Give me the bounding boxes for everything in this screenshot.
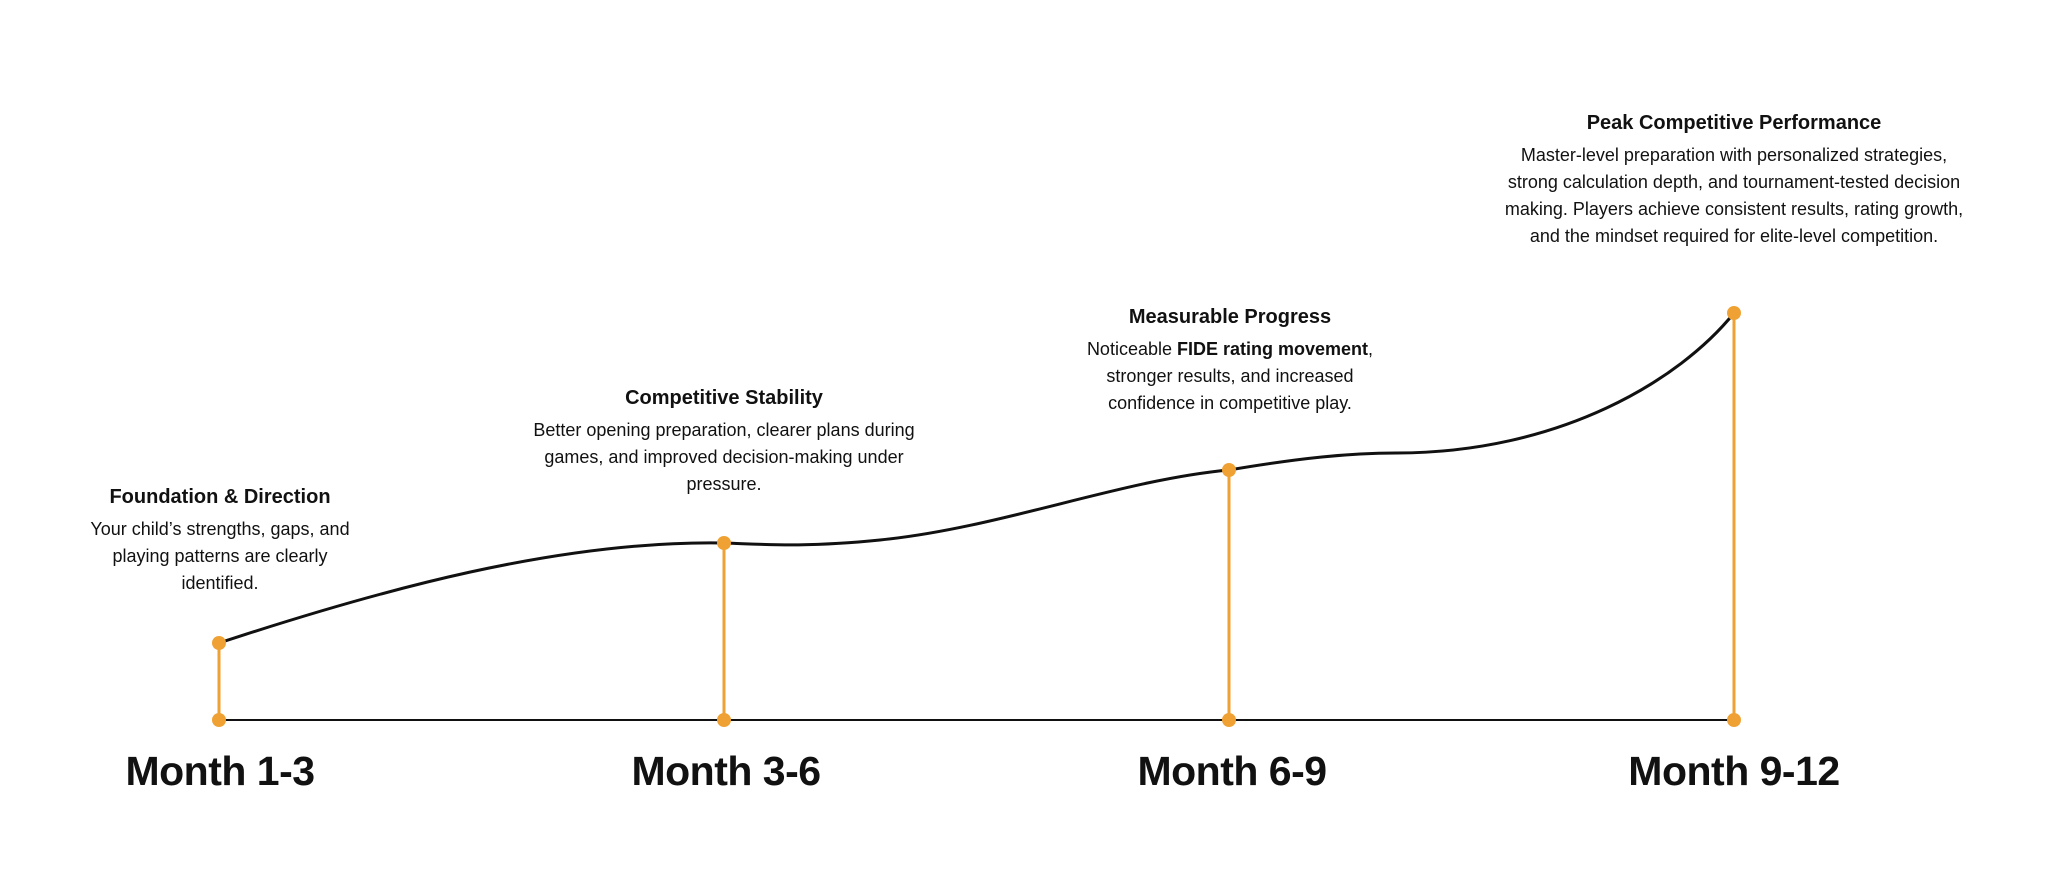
milestone-description: Your child’s strengths, gaps, and playin… <box>90 519 350 593</box>
milestone-dot-2 <box>717 536 731 550</box>
milestone-description: Better opening preparation, clearer plan… <box>533 420 915 494</box>
milestone-title: Competitive Stability <box>625 387 823 409</box>
period-label-4: Month 9-12 <box>1628 748 1840 794</box>
milestone-3-text: Measurable Progress Noticeable FIDE rati… <box>1070 302 1390 417</box>
period-label-2: Month 3-6 <box>631 748 821 794</box>
description-highlight: FIDE rating movement <box>1177 339 1369 359</box>
growth-curve <box>218 312 1736 645</box>
baseline-dot-2 <box>717 713 731 727</box>
milestone-description: Noticeable FIDE rating movement, stronge… <box>1070 336 1390 417</box>
description-text: , stronger results, and increased confid… <box>1106 339 1374 413</box>
milestone-1-text: Foundation & Direction Your child’s stre… <box>85 482 355 597</box>
description-text: Noticeable <box>1086 339 1177 359</box>
milestone-dot-3 <box>1222 463 1236 477</box>
baseline-dot-1 <box>212 713 226 727</box>
baseline-dot-3 <box>1222 713 1236 727</box>
milestone-2-text: Competitive Stability Better opening pre… <box>529 383 919 498</box>
period-label-3: Month 6-9 <box>1137 748 1327 794</box>
milestone-dot-1 <box>212 636 226 650</box>
milestone-title: Peak Competitive Performance <box>1586 112 1882 134</box>
period-label-1: Month 1-3 <box>125 748 315 794</box>
milestone-title: Foundation & Direction <box>109 486 331 508</box>
milestone-title: Measurable Progress <box>1128 306 1332 328</box>
baseline-dot-4 <box>1727 713 1741 727</box>
milestone-dot-4 <box>1727 306 1741 320</box>
milestone-4-text: Peak Competitive Performance Master-leve… <box>1504 108 1964 250</box>
milestone-description: Master-level preparation with personaliz… <box>1504 145 1964 246</box>
